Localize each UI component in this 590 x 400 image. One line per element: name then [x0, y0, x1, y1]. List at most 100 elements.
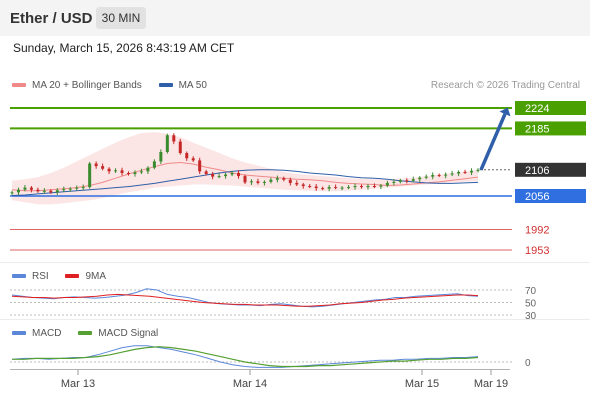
candle-body	[347, 187, 351, 189]
candle-body	[133, 172, 137, 174]
candle-body	[29, 187, 33, 190]
candle-body	[262, 181, 266, 183]
candle-body	[282, 178, 286, 180]
candle-body	[424, 176, 428, 178]
candle-body	[146, 167, 150, 172]
candle-body	[88, 163, 92, 188]
candle-body	[327, 187, 331, 189]
rsi-ma-legend-label: 9MA	[85, 271, 107, 282]
candle-body	[379, 185, 383, 187]
candle-body	[321, 188, 325, 190]
ma50-swatch	[158, 83, 173, 88]
candle-body	[36, 189, 40, 192]
candle-body	[288, 179, 292, 183]
candle-body	[275, 178, 279, 180]
candle-body	[237, 172, 241, 177]
time-tick-label: Mar 13	[61, 378, 95, 390]
candle-body	[165, 135, 169, 152]
candle-body	[114, 170, 118, 172]
forecast-arrow-line	[479, 113, 507, 171]
macd-swatch	[12, 331, 26, 336]
candle-body	[139, 171, 143, 173]
rsi-ma-swatch	[65, 274, 80, 279]
support-label: 1953	[525, 245, 549, 257]
candle-body	[372, 186, 376, 188]
bollinger-band	[12, 132, 478, 205]
candle-body	[224, 174, 228, 177]
resistance-label-box	[515, 121, 586, 136]
macd-signal-legend-label: MACD Signal	[98, 328, 159, 339]
last-price-label: 2106	[525, 165, 549, 177]
candle-body	[120, 170, 124, 173]
timeframe-button[interactable]: 30 MIN	[96, 7, 146, 29]
rsi-ma-line	[11, 293, 479, 307]
candle-body	[334, 187, 338, 189]
candle-body	[191, 158, 195, 161]
candle-body	[405, 180, 409, 182]
support-label: 1992	[525, 225, 549, 237]
candle-body	[411, 179, 415, 181]
macd-line	[11, 345, 479, 368]
header-bar: Ether / USD 30 MIN	[0, 0, 590, 36]
rsi-tick-label: 30	[525, 311, 537, 322]
time-tick-label: Mar 15	[405, 378, 439, 390]
resistance-label: 2224	[525, 103, 549, 115]
candle-body	[385, 182, 389, 186]
candle-body	[152, 161, 156, 168]
last-price-label-box	[515, 162, 586, 177]
candle-body	[249, 181, 253, 183]
candle-body	[256, 181, 260, 183]
candle-body	[127, 172, 130, 174]
rsi-tick-label: 50	[525, 299, 537, 310]
time-tick-label: Mar 14	[233, 378, 267, 390]
resistance-label-box	[515, 101, 586, 115]
rsi-legend: RSI 9MA	[12, 271, 106, 282]
ma50-legend-label: MA 50	[178, 80, 207, 91]
instrument-title: Ether / USD	[10, 10, 93, 27]
candle-body	[10, 192, 14, 194]
candle-body	[398, 180, 402, 182]
candle-body	[75, 187, 79, 189]
price-legend: MA 20 + Bollinger Bands MA 50	[12, 80, 207, 91]
candle-body	[243, 176, 247, 183]
candle-body	[55, 190, 59, 193]
candle-body	[230, 172, 234, 175]
candle-body	[457, 171, 461, 174]
macd-legend: MACD MACD Signal	[12, 328, 158, 339]
candle-body	[101, 166, 105, 169]
candle-body	[431, 175, 435, 177]
candle-body	[159, 152, 163, 162]
candle-body	[295, 182, 299, 185]
candle-body	[49, 190, 53, 193]
rsi-legend-label: RSI	[32, 271, 49, 282]
ma20-legend-label: MA 20 + Bollinger Bands	[32, 80, 142, 91]
candle-body	[444, 174, 448, 176]
candle-body	[94, 163, 98, 167]
candle-body	[340, 187, 344, 189]
candle-body	[353, 186, 357, 188]
candle-body	[470, 170, 474, 173]
candle-body	[198, 160, 202, 172]
candle-body	[81, 187, 85, 189]
candle-body	[360, 186, 363, 188]
pivot-label: 2056	[525, 191, 549, 203]
candle-body	[211, 174, 215, 177]
candle-body	[392, 181, 396, 183]
candle-body	[269, 179, 273, 182]
forecast-arrow-head	[499, 107, 511, 117]
candle-body	[185, 153, 189, 159]
candle-body	[314, 186, 318, 189]
candle-body	[308, 186, 312, 188]
pivot-label-box	[515, 189, 586, 203]
macd-tick-label: 0	[525, 358, 531, 369]
candle-body	[217, 176, 221, 178]
candle-body	[437, 175, 441, 177]
candle-body	[476, 169, 480, 171]
rsi-line	[11, 288, 479, 308]
candle-body	[62, 189, 66, 191]
candle-body	[68, 188, 72, 190]
candle-body	[366, 186, 370, 188]
candle-body	[42, 190, 46, 192]
credit-label: Research © 2026 Trading Central	[430, 80, 580, 91]
